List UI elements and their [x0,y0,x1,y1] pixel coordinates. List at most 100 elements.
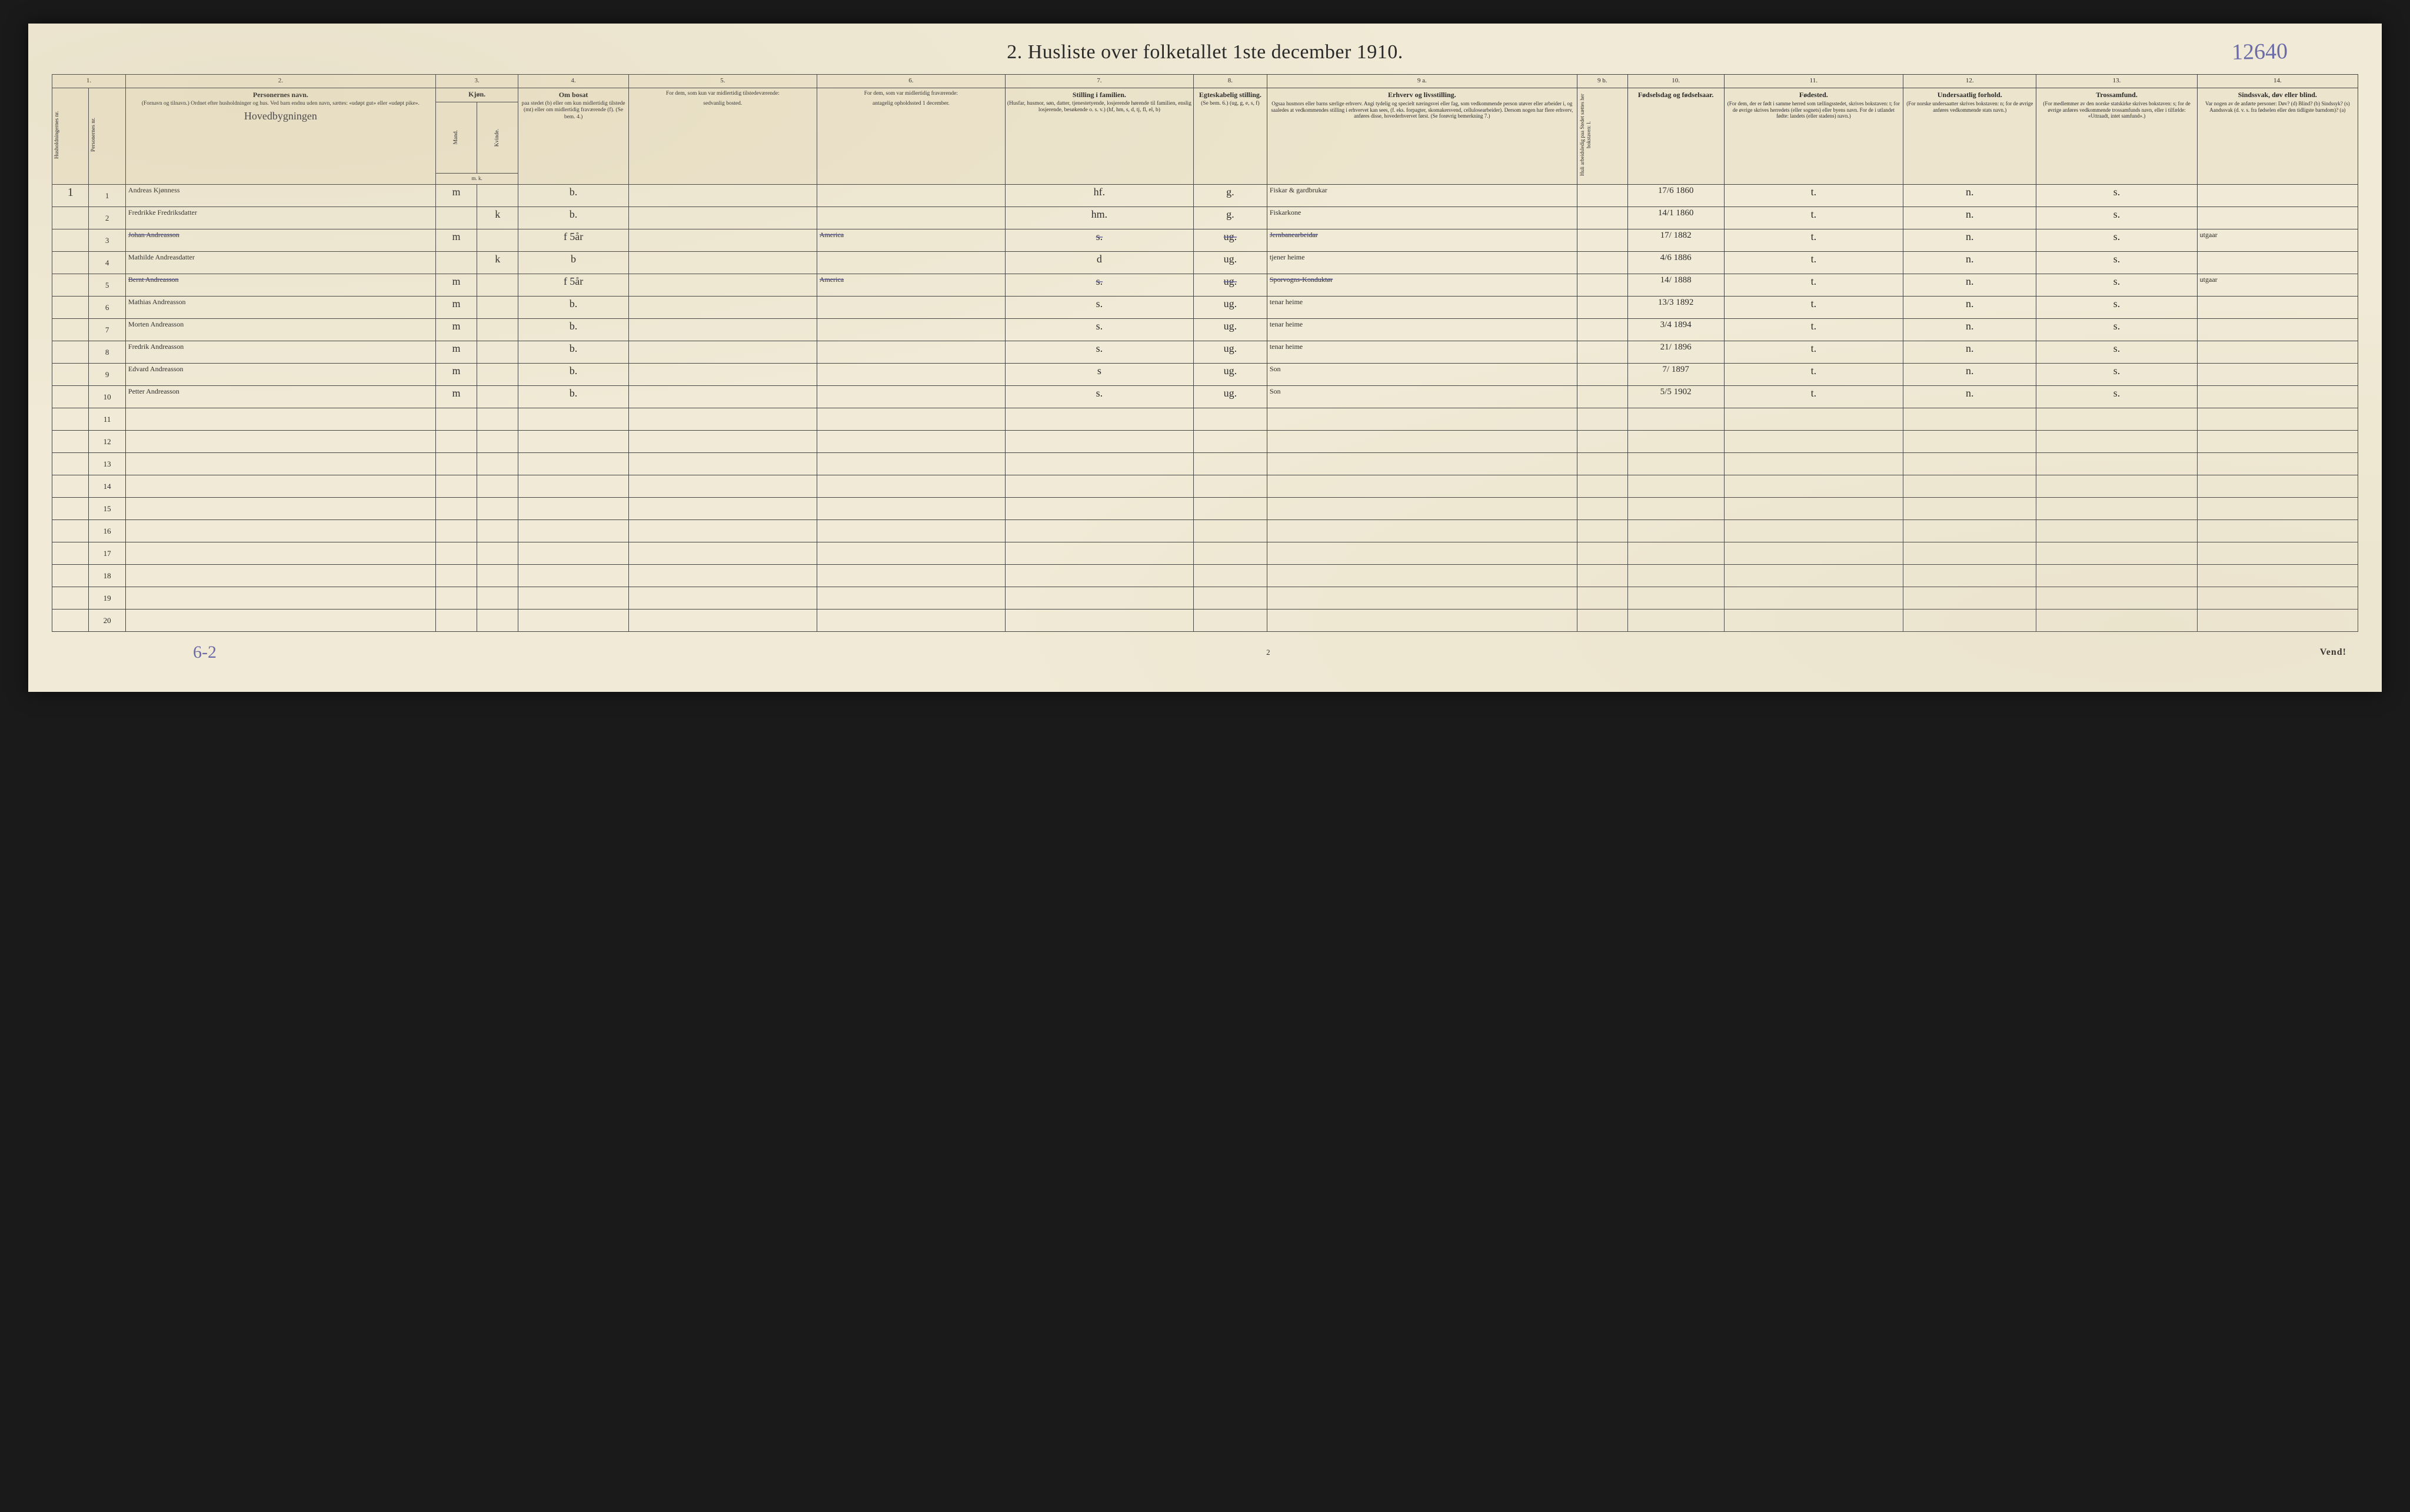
cell-nationality: n. [1903,251,2036,274]
table-header: 1. 2. 3. 4. 5. 6. 7. 8. 9 a. 9 b. 10. 11… [52,75,2358,185]
hdr-occupation: Erhverv og livsstilling. Ogsaa husmors e… [1267,88,1577,184]
cell-occupation: tenar heime [1267,296,1577,318]
colnum-3: 3. [435,75,518,88]
cell-sex-k: k [477,207,518,229]
cell-temp-present [628,207,817,229]
cell-residence: b. [518,296,628,318]
table-row-empty: 20 [52,609,2358,631]
cell-family-pos: hf. [1005,184,1193,207]
cell-infirmity [2197,251,2358,274]
cell-marital: ug. [1193,363,1267,385]
census-page: 2. Husliste over folketallet 1ste decemb… [28,24,2382,692]
cell-person-nr: 19 [89,587,125,609]
cell-household [52,207,89,229]
cell-unemployed [1577,274,1627,296]
cell-temp-present [628,363,817,385]
cell-nationality: n. [1903,318,2036,341]
cell-birth: 3/4 1894 [1627,318,1724,341]
cell-birthplace: t. [1724,274,1903,296]
cell-family-pos: hm. [1005,207,1193,229]
table-row: 8Fredrik Andreassonmb.s.ug.tenar heime21… [52,341,2358,363]
cell-person-nr: 11 [89,408,125,430]
cell-birth: 5/5 1902 [1627,385,1724,408]
cell-sex-k [477,274,518,296]
cell-sex-k [477,341,518,363]
colnum-12: 12. [1903,75,2036,88]
cell-birthplace: t. [1724,363,1903,385]
cell-birth: 17/ 1882 [1627,229,1724,251]
cell-residence: b. [518,207,628,229]
hdr-temp-absent: For dem, som var midlertidig fraværende:… [817,88,1005,184]
cell-occupation: Jernbanearbeidar [1267,229,1577,251]
footer-turn-over: Vend! [2320,647,2346,658]
cell-family-pos: s [1005,363,1193,385]
cell-family-pos: s. [1005,274,1193,296]
colnum-14: 14. [2197,75,2358,88]
cell-birthplace: t. [1724,341,1903,363]
cell-marital: g. [1193,184,1267,207]
cell-person-nr: 7 [89,318,125,341]
cell-nationality: n. [1903,296,2036,318]
cell-temp-absent [817,318,1005,341]
cell-temp-absent [817,184,1005,207]
cell-religion: s. [2036,296,2197,318]
cell-temp-absent [817,207,1005,229]
cell-religion: s. [2036,251,2197,274]
cell-unemployed [1577,318,1627,341]
colnum-2: 2. [125,75,435,88]
colnum-13: 13. [2036,75,2197,88]
cell-temp-present [628,318,817,341]
cell-family-pos: s. [1005,229,1193,251]
cell-sex-m: m [435,341,477,363]
hdr-names: Personernes navn. (Fornavn og tilnavn.) … [125,88,435,184]
cell-occupation: tenar heime [1267,341,1577,363]
cell-name: Mathias Andreasson [125,296,435,318]
cell-household [52,318,89,341]
cell-name: Fredrik Andreasson [125,341,435,363]
cell-family-pos: d [1005,251,1193,274]
cell-residence: b [518,251,628,274]
cell-person-nr: 15 [89,497,125,519]
cell-sex-k [477,296,518,318]
hdr-family-position: Stilling i familien. (Husfar, husmor, sø… [1005,88,1193,184]
cell-temp-absent [817,341,1005,363]
cell-marital: g. [1193,207,1267,229]
cell-household: 1 [52,184,89,207]
cell-infirmity [2197,363,2358,385]
cell-household [52,251,89,274]
cell-unemployed [1577,296,1627,318]
cell-occupation: Sporvogns-Konduktør [1267,274,1577,296]
cell-nationality: n. [1903,274,2036,296]
cell-birthplace: t. [1724,229,1903,251]
hdr-sex: Kjøn. Mand. Kvinde. m. k. [435,88,518,184]
cell-temp-present [628,184,817,207]
cell-temp-present [628,251,817,274]
cell-unemployed [1577,363,1627,385]
cell-religion: s. [2036,318,2197,341]
cell-unemployed [1577,251,1627,274]
cell-person-nr: 10 [89,385,125,408]
table-row-empty: 14 [52,475,2358,497]
table-row: 10Petter Andreassonmb.s.ug.Son5/5 1902t.… [52,385,2358,408]
cell-nationality: n. [1903,184,2036,207]
colnum-1: 1. [52,75,126,88]
cell-residence: b. [518,184,628,207]
cell-household [52,587,89,609]
table-row: 4Mathilde Andreasdatterkbdug.tjener heim… [52,251,2358,274]
cell-religion: s. [2036,229,2197,251]
colnum-5: 5. [628,75,817,88]
cell-unemployed [1577,229,1627,251]
cell-birthplace: t. [1724,318,1903,341]
cell-household [52,542,89,564]
cell-religion: s. [2036,184,2197,207]
cell-occupation: tjener heime [1267,251,1577,274]
cell-sex-m: m [435,184,477,207]
cell-temp-absent: America [817,274,1005,296]
cell-person-nr: 4 [89,251,125,274]
cell-person-nr: 14 [89,475,125,497]
cell-sex-k [477,385,518,408]
hdr-household-nr: Husholdningernes nr. [52,88,89,184]
cell-religion: s. [2036,341,2197,363]
cell-birth: 14/1 1860 [1627,207,1724,229]
footer-annotation: 6-2 [193,642,217,662]
